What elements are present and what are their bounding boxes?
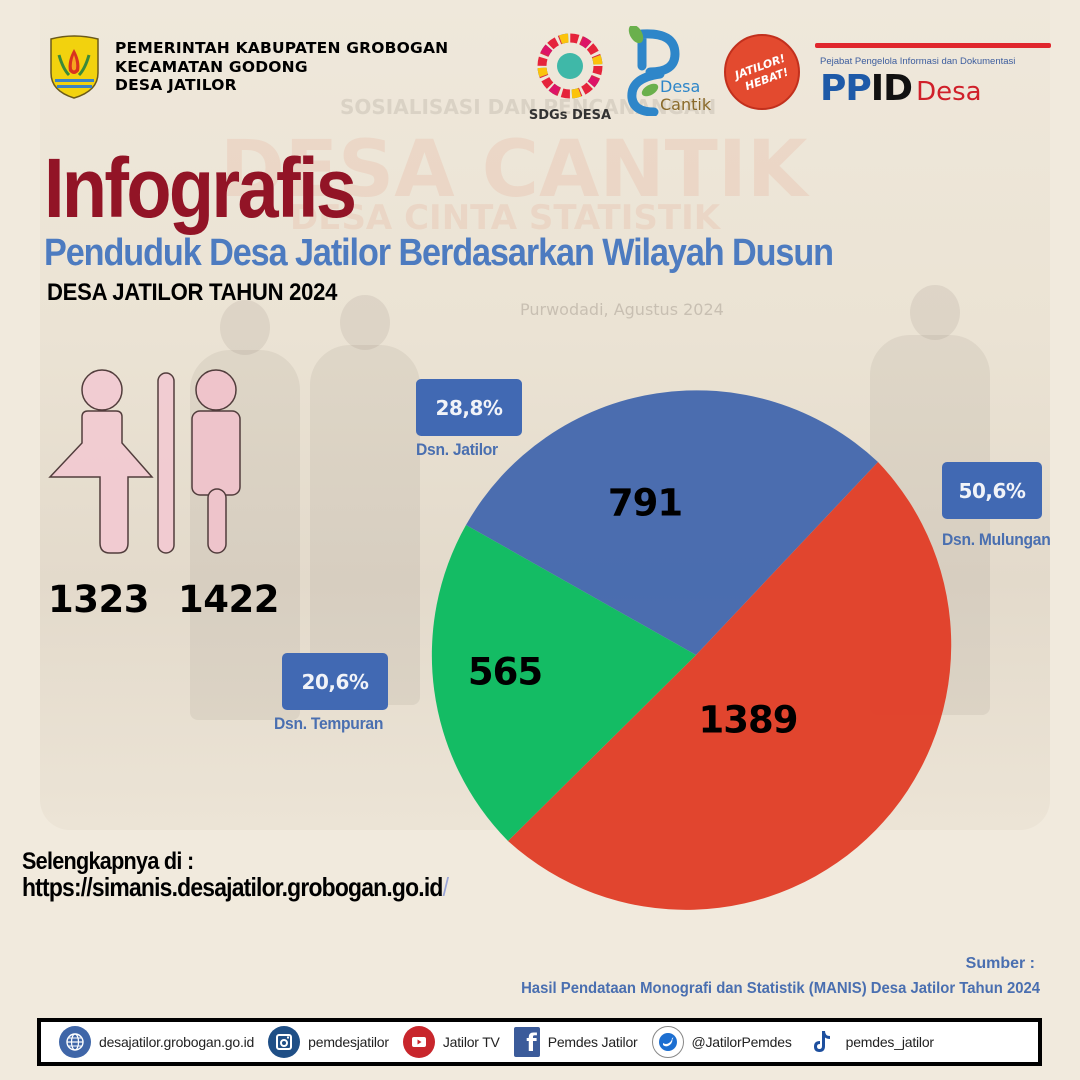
- social-twitter[interactable]: @JatilorPemdes: [651, 1026, 792, 1058]
- facebook-icon: f: [513, 1027, 540, 1057]
- male-icon: [191, 369, 241, 554]
- government-header: PEMERINTAH KABUPATEN GROBOGAN KECAMATAN …: [115, 39, 448, 95]
- social-facebook[interactable]: f Pemdes Jatilor: [513, 1027, 638, 1057]
- bg-person: [310, 345, 420, 705]
- page-subtitle: Penduduk Desa Jatilor Berdasarkan Wilaya…: [44, 232, 834, 274]
- page-year-title: DESA JATILOR TAHUN 2024: [47, 279, 338, 306]
- source-title: Sumber :: [965, 955, 1035, 972]
- tiktok-icon: [806, 1026, 838, 1058]
- more-info-label: Selengkapnya di :: [22, 848, 194, 875]
- pct-badge-tempuran: 20,6%: [282, 653, 388, 710]
- female-count: 1323: [48, 578, 149, 621]
- social-youtube[interactable]: Jatilor TV: [402, 1026, 500, 1058]
- page-title: Infografis: [44, 141, 357, 235]
- social-footer: desajatilor.grobogan.go.id pemdesjatilor…: [37, 1018, 1042, 1066]
- social-label: desajatilor.grobogan.go.id: [99, 1034, 255, 1050]
- social-label: @JatilorPemdes: [691, 1034, 792, 1050]
- male-count: 1422: [178, 578, 279, 621]
- twitter-icon: [651, 1026, 684, 1058]
- instagram-icon: [268, 1026, 301, 1058]
- gov-line: PEMERINTAH KABUPATEN GROBOGAN: [115, 39, 449, 57]
- divider-bar-icon: [157, 372, 175, 554]
- bg-banner-text: DESA CANTIK: [220, 125, 808, 215]
- pie-value-mulungan: 1389: [698, 698, 799, 742]
- social-tiktok[interactable]: pemdes_jatilor: [806, 1026, 934, 1058]
- gov-line: DESA JATILOR: [115, 76, 237, 94]
- pie-value-jatilor: 791: [607, 481, 683, 525]
- pct-label-tempuran: Dsn. Tempuran: [274, 714, 384, 733]
- social-website[interactable]: desajatilor.grobogan.go.id: [59, 1026, 254, 1058]
- svg-text:SDGs DESA: SDGs DESA: [529, 108, 611, 122]
- svg-text:Desa: Desa: [660, 77, 700, 96]
- pct-label-jatilor: Dsn. Jatilor: [416, 440, 498, 459]
- desa-cantik-logo: Desa Cantik: [627, 26, 712, 116]
- social-instagram[interactable]: pemdesjatilor: [268, 1026, 389, 1058]
- more-info-link[interactable]: https://simanis.desajatilor.grobogan.go.…: [22, 872, 449, 902]
- social-label: Pemdes Jatilor: [547, 1034, 638, 1050]
- bg-person: [910, 285, 960, 340]
- bg-banner-text: Purwodadi, Agustus 2024: [520, 300, 724, 319]
- ppid-subtitle: Pejabat Pengelola Informasi dan Dokument…: [820, 56, 1016, 67]
- ppid-red-line: [815, 43, 1051, 48]
- jatilor-hebat-logo: JATILOR! HEBAT!: [724, 34, 800, 110]
- source-text: Hasil Pendataan Monografi dan Statistik …: [521, 980, 1040, 997]
- globe-icon: [59, 1026, 91, 1058]
- gov-line: KECAMATAN GODONG: [115, 57, 308, 76]
- bg-person: [870, 335, 990, 715]
- social-label: pemdesjatilor: [308, 1034, 389, 1050]
- bg-person: [340, 295, 390, 350]
- pct-badge-mulungan: 50,6%: [942, 462, 1042, 519]
- youtube-icon: [402, 1026, 435, 1058]
- sdgs-desa-logo: SDGs DESA: [529, 33, 611, 122]
- grobogan-crest-logo: [50, 35, 99, 99]
- pie-value-tempuran: 565: [467, 650, 543, 694]
- ppid-desa-logo: Pejabat Pengelola Informasi dan Dokument…: [812, 40, 1052, 110]
- ppid-wordmark: PPID Desa: [820, 68, 982, 109]
- pct-badge-jatilor: 28,8%: [416, 379, 522, 436]
- pct-label-mulungan: Dsn. Mulungan: [942, 530, 1051, 549]
- gender-icon-group: [48, 369, 241, 554]
- svg-text:Cantik: Cantik: [660, 95, 712, 114]
- social-label: Jatilor TV: [442, 1034, 500, 1050]
- bg-banner-text: DESA CINTA STATISTIK: [290, 198, 721, 238]
- bg-person: [220, 300, 270, 355]
- female-icon: [48, 369, 154, 554]
- social-label: pemdes_jatilor: [845, 1034, 934, 1050]
